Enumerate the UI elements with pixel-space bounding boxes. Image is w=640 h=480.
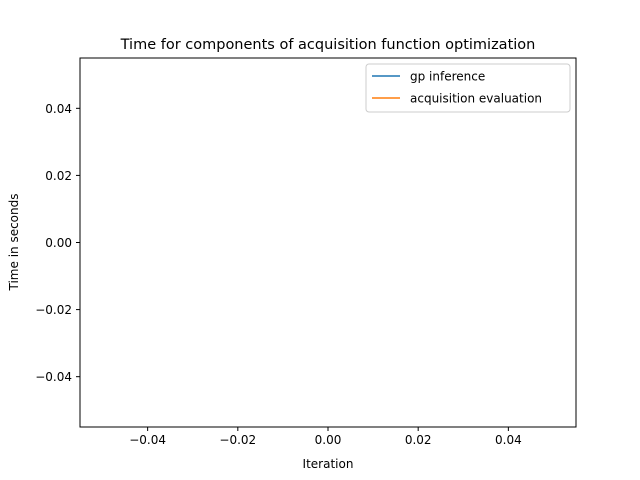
chart-title: Time for components of acquisition funct… <box>120 37 536 53</box>
legend-label-acquisition-evaluation: acquisition evaluation <box>410 92 542 106</box>
x-tick-label: 0.02 <box>405 433 432 447</box>
x-tick-label: −0.02 <box>219 433 256 447</box>
y-tick-label: −0.04 <box>35 370 72 384</box>
legend: gp inference acquisition evaluation <box>365 63 571 113</box>
y-axis-label: Time in seconds <box>7 194 21 292</box>
y-tick-label: 0.04 <box>45 102 72 116</box>
x-tick-label: 0.00 <box>315 433 342 447</box>
y-tick-label: −0.02 <box>35 303 72 317</box>
y-axis-ticks: −0.04 −0.02 0.00 0.02 0.04 <box>35 102 80 384</box>
plot-area-frame <box>79 57 577 428</box>
x-axis-ticks: −0.04 −0.02 0.00 0.02 0.04 <box>129 427 522 447</box>
x-tick-label: 0.04 <box>495 433 522 447</box>
x-tick-label: −0.04 <box>129 433 166 447</box>
legend-label-gp-inference: gp inference <box>410 70 485 84</box>
y-tick-label: 0.02 <box>45 169 72 183</box>
legend-box <box>365 63 571 113</box>
x-axis-label: Iteration <box>303 457 354 471</box>
y-tick-label: 0.00 <box>45 236 72 250</box>
